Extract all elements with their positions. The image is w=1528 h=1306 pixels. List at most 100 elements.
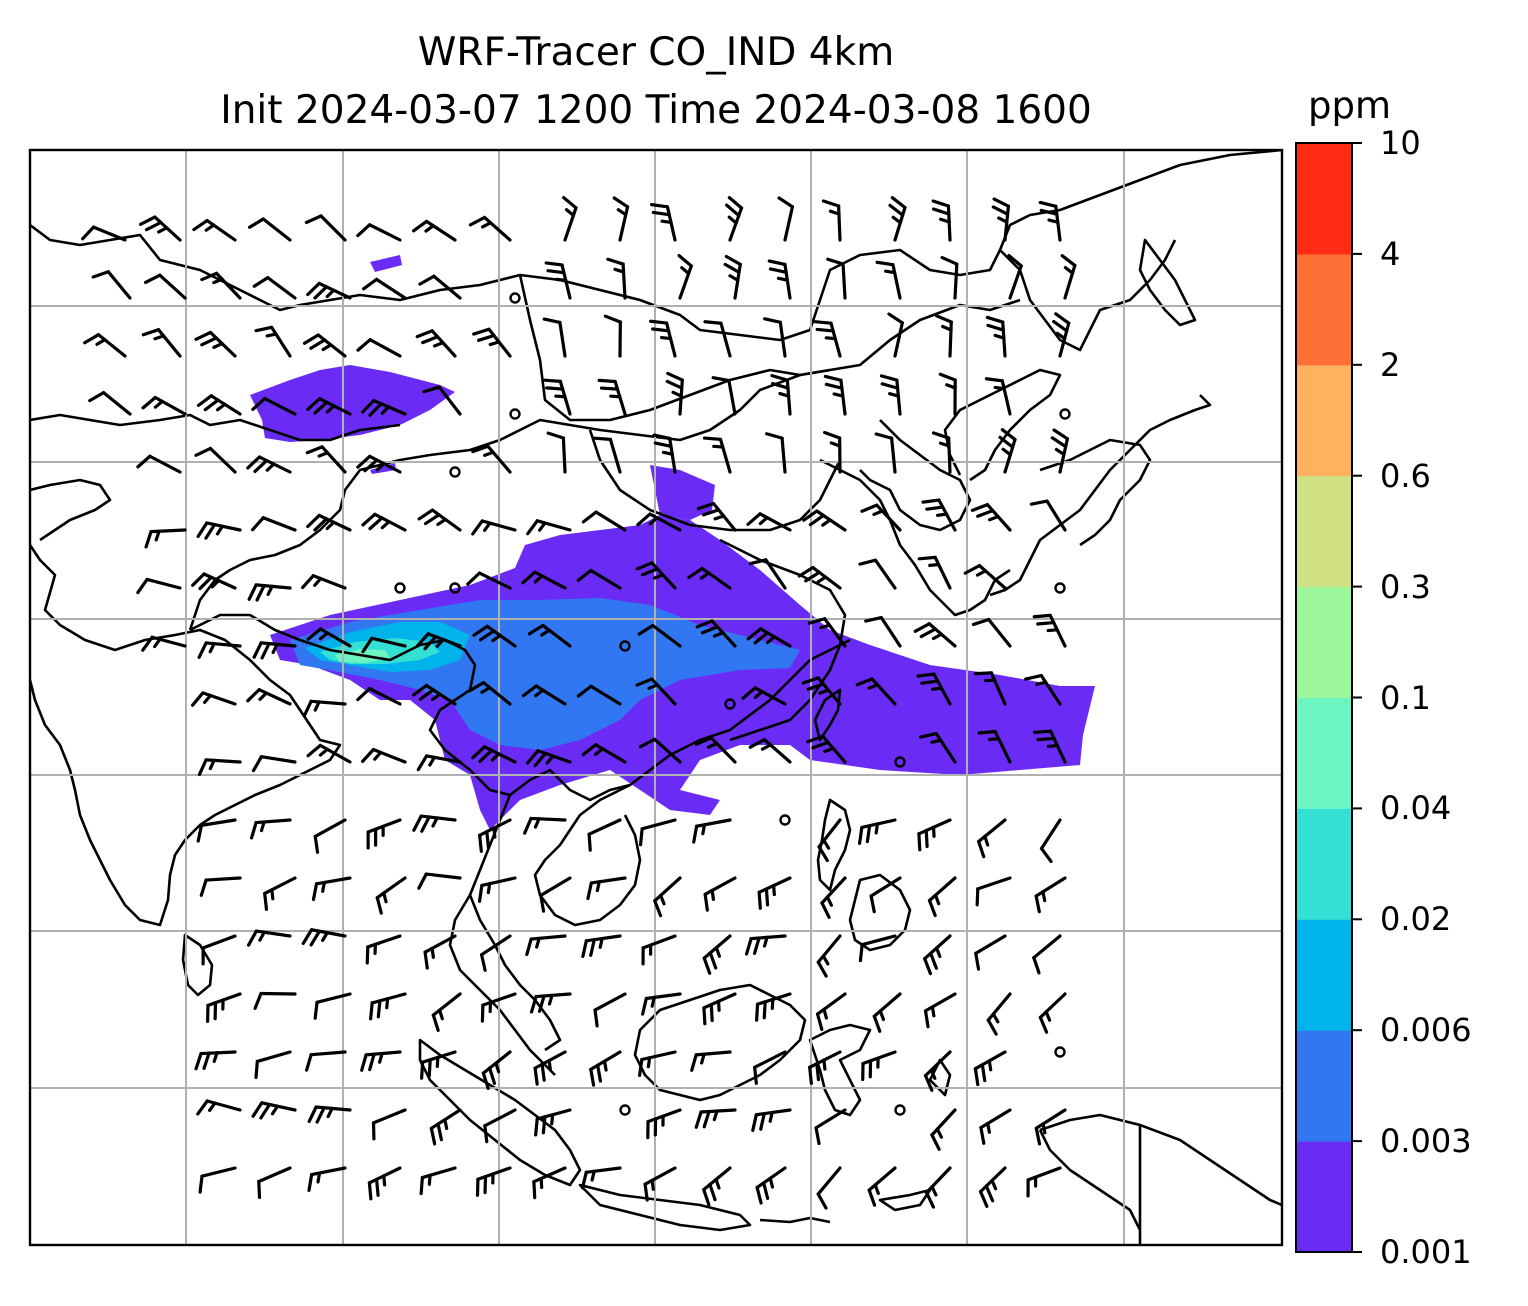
- wind-barb: [991, 197, 1011, 242]
- wind-barb: [247, 217, 292, 242]
- wind-barb: [973, 1050, 1007, 1087]
- wind-barb: [304, 214, 347, 242]
- north-korea-coast: [999, 239, 1177, 352]
- wind-barb: [471, 519, 517, 536]
- wind-barb: [861, 1050, 897, 1082]
- wind-barb: [416, 754, 462, 772]
- wind-barb: [480, 992, 517, 1023]
- wind-barb: [533, 1050, 567, 1086]
- calm-wind-marker: [449, 466, 461, 478]
- new-guinea: [1039, 1113, 1282, 1207]
- wind-barb: [422, 385, 462, 416]
- wind-barb: [136, 454, 182, 474]
- sri-lanka: [181, 933, 214, 997]
- wind-barb: [249, 818, 292, 840]
- wind-barb: [986, 992, 1012, 1036]
- wind-barb: [867, 1166, 897, 1207]
- wind-barb: [91, 270, 132, 300]
- wind-barb: [251, 516, 297, 532]
- wind-barb: [311, 876, 352, 902]
- wind-barb: [921, 498, 957, 532]
- wind-barb: [191, 691, 237, 707]
- calm-wind-marker: [509, 408, 521, 420]
- wind-barb: [637, 623, 682, 648]
- wind-barb: [302, 699, 347, 718]
- colorbar-tick-label: 0.04: [1380, 789, 1452, 828]
- wind-barb: [136, 577, 182, 595]
- wind-barb: [562, 196, 578, 242]
- calm-wind-marker: [1054, 582, 1066, 594]
- wind-barb: [305, 445, 347, 474]
- wind-barb: [826, 257, 847, 300]
- wind-barb: [197, 641, 242, 659]
- wind-barb: [417, 508, 462, 532]
- wind-barb: [858, 558, 897, 590]
- wind-barb: [649, 319, 677, 358]
- wind-barb: [252, 276, 297, 300]
- wind-barb: [471, 745, 517, 764]
- wind-barb: [361, 636, 407, 654]
- japan-kyushu: [1039, 438, 1152, 547]
- wind-barb: [141, 328, 182, 358]
- wind-barb: [478, 818, 512, 853]
- wind-barb: [703, 320, 732, 358]
- wind-barb: [767, 259, 792, 300]
- wind-barb: [636, 512, 682, 532]
- java: [578, 1183, 752, 1232]
- wind-barb: [635, 677, 677, 706]
- wind-barb: [703, 876, 737, 912]
- wind-barb: [938, 372, 957, 416]
- wind-barb: [420, 1050, 457, 1080]
- wind-barb: [971, 617, 1012, 648]
- colorbar-tick-label: 0.02: [1380, 900, 1452, 939]
- taiwan: [813, 688, 842, 742]
- wind-barb: [677, 254, 693, 300]
- wind-barb: [306, 397, 352, 416]
- wind-barb: [1007, 254, 1023, 300]
- wind-barb: [144, 528, 187, 549]
- japan-north: [1138, 238, 1197, 327]
- china-west-border: [188, 368, 831, 631]
- plume-northeast-patch: [650, 465, 715, 520]
- wind-barb: [371, 1108, 407, 1141]
- wind-barb: [823, 374, 847, 416]
- wind-barb: [141, 395, 187, 416]
- wind-barb: [419, 1166, 457, 1196]
- wind-barb: [313, 992, 352, 1020]
- korea-coast: [859, 419, 972, 532]
- wind-barb: [356, 223, 402, 242]
- calm-wind-marker: [394, 582, 406, 594]
- wind-barb: [806, 734, 847, 764]
- wind-barb: [923, 992, 957, 1029]
- wind-barb: [984, 377, 1012, 416]
- wind-barb: [306, 513, 352, 532]
- wind-barb: [888, 196, 907, 242]
- wind-barb: [201, 934, 237, 966]
- wind-barb: [480, 934, 512, 972]
- wind-barb: [194, 330, 237, 358]
- wind-barb: [1038, 200, 1062, 242]
- russia-border: [30, 150, 1282, 342]
- china-interior-loop: [719, 538, 847, 742]
- wind-barb: [581, 934, 622, 959]
- wind-barb: [197, 758, 242, 777]
- wind-barb: [481, 1050, 512, 1090]
- wind-barb: [813, 320, 842, 358]
- wind-barb: [770, 374, 792, 416]
- wind-barb: [917, 818, 952, 852]
- wind-barb: [917, 555, 952, 590]
- wind-barb: [198, 1166, 237, 1194]
- new-guinea-south: [1038, 1129, 1142, 1231]
- colorbar-tick-label: 4: [1380, 234, 1401, 273]
- vietnam-coast: [533, 783, 642, 927]
- wind-barb: [365, 934, 402, 965]
- wind-barb: [411, 683, 457, 706]
- wind-barb: [755, 1166, 787, 1205]
- wind-barb: [916, 672, 952, 706]
- wind-barb: [307, 1166, 347, 1192]
- wind-barb: [746, 512, 792, 532]
- wind-barb: [875, 260, 902, 300]
- wind-barb: [757, 876, 792, 910]
- calm-wind-marker: [619, 640, 631, 652]
- wind-barb: [1060, 254, 1077, 300]
